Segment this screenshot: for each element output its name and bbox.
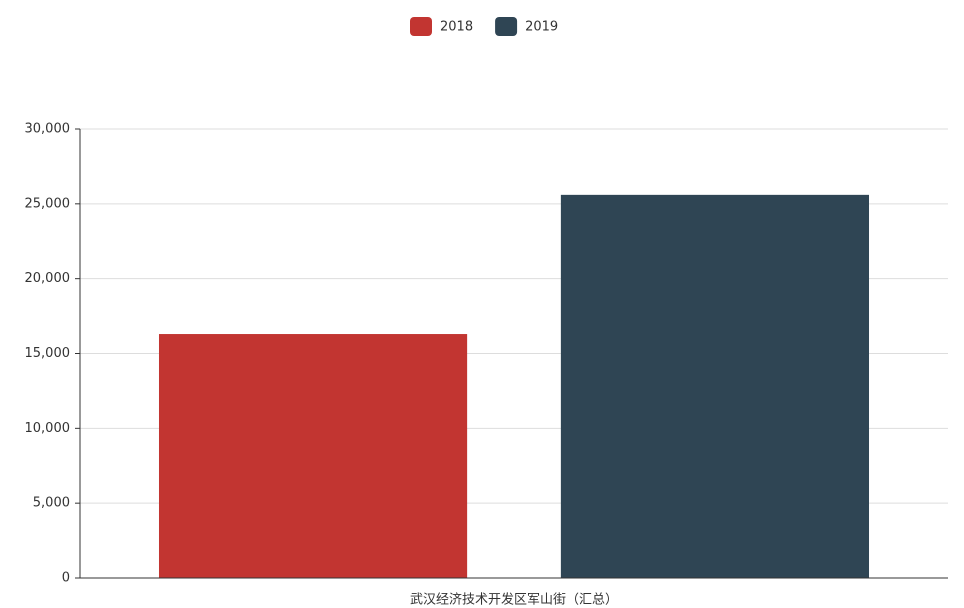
y-tick-label: 30,000 [25,122,71,137]
y-tick-label: 10,000 [25,421,71,436]
legend-swatch [495,17,518,36]
bar [560,194,870,578]
y-tick-label: 0 [62,571,70,586]
y-tick-label: 25,000 [25,196,71,211]
legend-label: 2019 [525,20,558,35]
bar [158,334,468,578]
legend-swatch [410,17,432,36]
y-tick-label: 15,000 [25,346,71,361]
legend-label: 2018 [440,20,473,35]
y-tick-label: 5,000 [33,496,70,511]
y-tick-label: 20,000 [25,271,71,286]
x-tick-label: 武汉经济技术开发区军山街（汇总） [410,592,618,608]
